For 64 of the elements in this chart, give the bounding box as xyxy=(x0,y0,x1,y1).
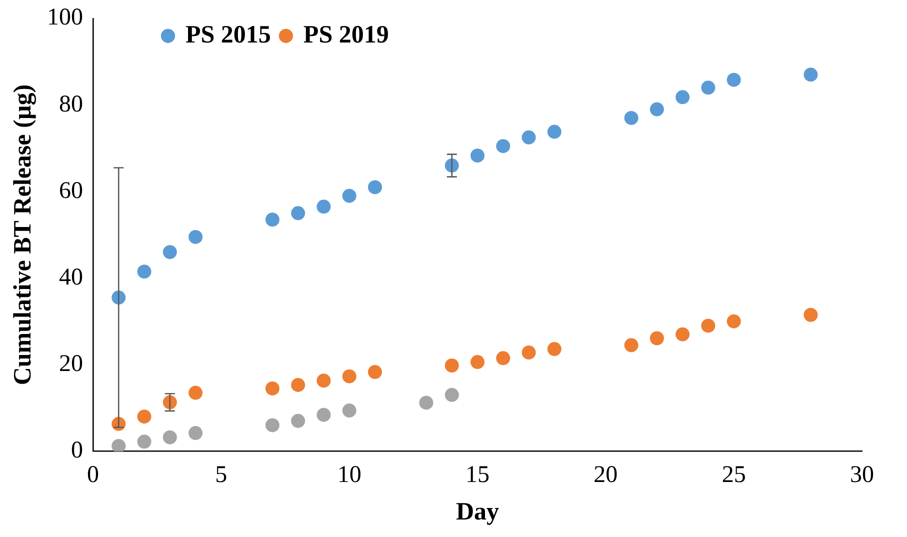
x-tick-label: 25 xyxy=(722,462,746,488)
point xyxy=(112,439,126,452)
point xyxy=(342,188,356,203)
x-tick-label: 30 xyxy=(850,462,874,488)
y-axis-title: Cumulative BT Release (µg) xyxy=(9,84,36,386)
point xyxy=(522,346,536,360)
point xyxy=(444,358,459,373)
point xyxy=(291,414,306,428)
point xyxy=(419,396,434,410)
point xyxy=(496,351,510,366)
point xyxy=(726,314,741,328)
x-tick-label: 5 xyxy=(215,462,228,488)
point xyxy=(470,148,484,163)
y-tick-label: 0 xyxy=(71,437,83,464)
point xyxy=(316,200,331,214)
point xyxy=(316,408,331,422)
point xyxy=(547,342,562,356)
point xyxy=(265,418,280,432)
point xyxy=(342,369,356,384)
y-tick-label: 20 xyxy=(59,350,83,377)
point xyxy=(624,110,638,125)
y-tick-label: 80 xyxy=(59,91,83,118)
y-tick-label: 40 xyxy=(59,264,83,290)
point xyxy=(162,245,177,260)
point xyxy=(291,206,306,220)
legend-label: PS 2015 xyxy=(186,21,271,48)
point xyxy=(624,338,638,352)
point xyxy=(188,230,203,244)
point xyxy=(265,381,280,396)
point xyxy=(342,404,356,418)
point xyxy=(137,410,152,424)
point xyxy=(188,426,203,440)
point xyxy=(444,388,459,402)
point xyxy=(701,318,716,333)
point xyxy=(137,264,152,279)
point xyxy=(162,395,177,410)
point xyxy=(291,378,306,392)
x-tick-label: 20 xyxy=(594,462,618,488)
point xyxy=(547,124,562,139)
point xyxy=(496,139,510,154)
point xyxy=(676,327,690,342)
y-tick-label: 100 xyxy=(47,4,83,31)
point xyxy=(137,434,152,449)
point xyxy=(522,130,536,144)
y-tick-label: 60 xyxy=(59,178,83,204)
point xyxy=(650,102,664,116)
point xyxy=(676,90,690,104)
point xyxy=(188,386,203,400)
point xyxy=(804,308,818,322)
point xyxy=(701,80,716,95)
legend-label: PS 2019 xyxy=(303,21,389,48)
point xyxy=(368,365,382,379)
point xyxy=(265,212,280,227)
point xyxy=(470,355,484,370)
point xyxy=(368,180,382,194)
x-tick-label: 15 xyxy=(466,462,490,488)
point xyxy=(726,72,741,87)
x-axis-title: Day xyxy=(456,498,500,526)
point xyxy=(316,374,331,388)
point xyxy=(162,430,177,444)
point xyxy=(804,68,818,82)
point xyxy=(650,331,664,346)
x-tick-label: 10 xyxy=(337,462,362,488)
x-tick-label: 0 xyxy=(87,462,99,488)
